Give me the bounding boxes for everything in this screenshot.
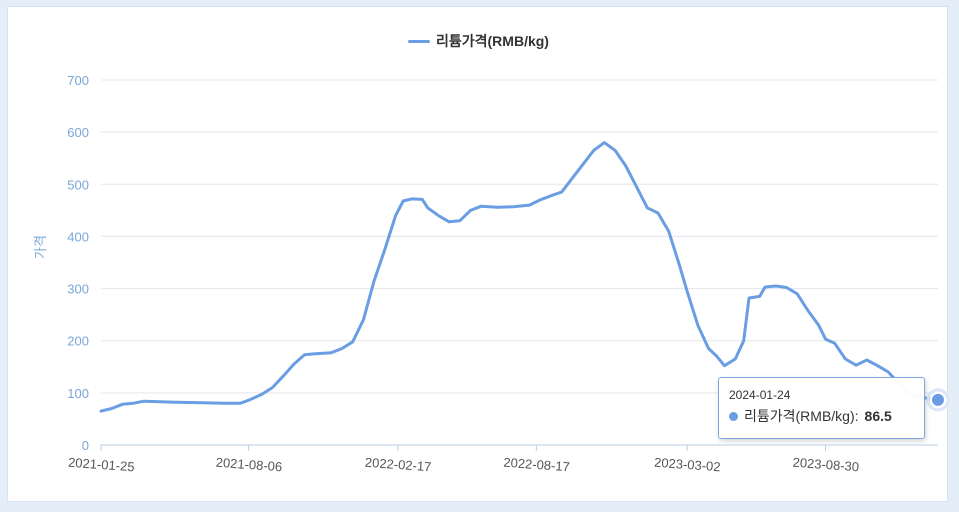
legend-label: 리튬가격(RMB/kg) [436,33,549,49]
tooltip-value: 86.5 [864,408,892,424]
highlighted-data-point-halo [926,388,949,412]
series-line-lithium-price[interactable] [99,141,940,413]
x-tick-label: 2023-03-02 [654,455,721,475]
tooltip-series-label: 리튬가격(RMB/kg): [744,408,859,424]
x-tick-label: 2021-08-06 [215,455,282,475]
legend-swatch [408,39,430,43]
tooltip-row: 리튬가격(RMB/kg): 86.5 [729,406,914,426]
x-tick-label: 2022-02-17 [364,455,431,475]
y-tick-label: 0 [82,438,89,453]
y-tick-label: 200 [67,334,89,349]
tooltip-series-dot [729,411,738,421]
y-axis-label: 가격 [33,235,48,259]
highlighted-data-point[interactable] [930,391,946,408]
x-tick-label: 2022-08-17 [503,455,570,475]
chart-frame: 0 100 200 300 400 500 600 700 2021-01-25 2021-08… [7,6,949,502]
tooltip: 2024-01-24 리튬가격(RMB/kg): 86.5 [718,377,925,439]
y-tick-label: 500 [67,177,89,192]
legend[interactable]: 리튬가격(RMB/kg) [408,31,549,51]
tooltip-date: 2024-01-24 [729,388,791,402]
x-tick-label: 2021-01-25 [68,455,135,475]
y-tick-label: 600 [67,125,89,140]
y-tick-label: 300 [67,282,89,297]
grid-lines [101,79,938,446]
price-chart: 0 100 200 300 400 500 600 700 2021-01-25 2021-08… [67,73,949,475]
y-tick-label: 100 [67,386,89,401]
y-tick-label: 700 [67,73,89,88]
x-axis: 2021-01-25 2021-08-06 2022-02-17 2022-08-17… [68,444,938,475]
y-axis-ticks: 0 100 200 300 400 500 600 700 [67,73,89,453]
y-tick-label: 400 [67,229,89,244]
x-tick-label: 2023-08-30 [792,455,859,475]
